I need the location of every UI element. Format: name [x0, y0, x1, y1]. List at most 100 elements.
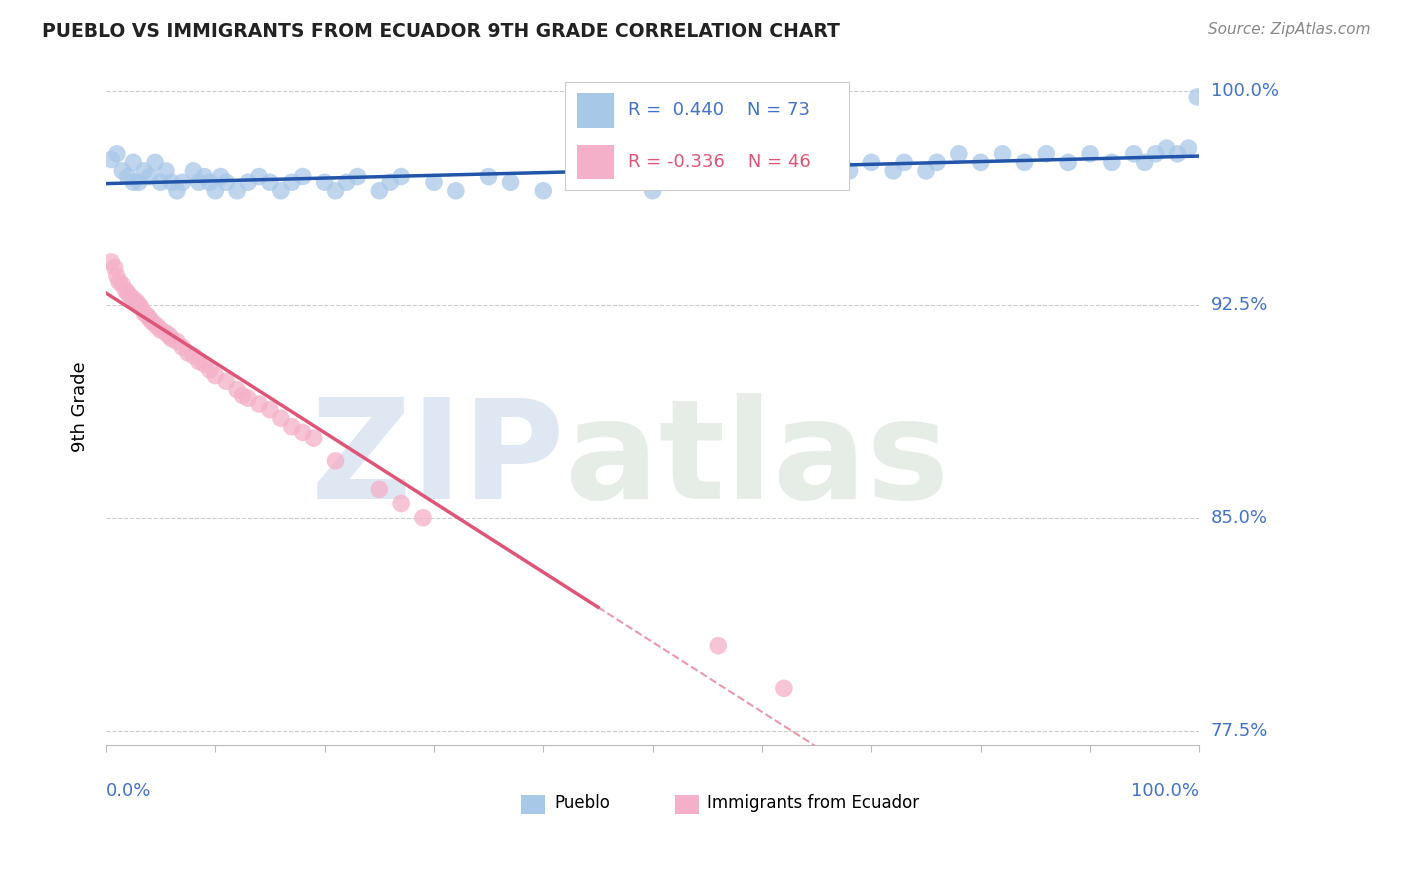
Point	[346, 169, 368, 184]
Point	[204, 184, 226, 198]
Point	[232, 388, 254, 402]
Point	[157, 328, 180, 343]
Point	[187, 175, 209, 189]
Point	[128, 297, 150, 311]
Point	[166, 184, 188, 198]
Point	[160, 175, 183, 189]
Point	[314, 175, 336, 189]
Point	[134, 164, 156, 178]
Text: 92.5%: 92.5%	[1211, 295, 1268, 313]
Point	[1167, 146, 1189, 161]
Point	[1101, 155, 1123, 169]
Point	[773, 681, 796, 696]
Point	[134, 306, 156, 320]
Point	[1144, 146, 1167, 161]
Point	[423, 175, 446, 189]
Point	[1014, 155, 1036, 169]
Point	[794, 169, 817, 184]
Point	[817, 155, 839, 169]
FancyBboxPatch shape	[522, 795, 546, 814]
Point	[193, 357, 215, 371]
Point	[412, 510, 434, 524]
Point	[177, 346, 200, 360]
Point	[122, 155, 145, 169]
Point	[641, 184, 664, 198]
Point	[155, 164, 177, 178]
Point	[209, 169, 232, 184]
Point	[226, 383, 249, 397]
Point	[108, 275, 131, 289]
Point	[893, 155, 915, 169]
Point	[117, 286, 139, 301]
Point	[1122, 146, 1144, 161]
Point	[247, 169, 270, 184]
Point	[773, 164, 796, 178]
Point	[302, 431, 325, 445]
Point	[675, 175, 697, 189]
Point	[915, 164, 938, 178]
Point	[259, 175, 281, 189]
Point	[172, 340, 194, 354]
Point	[860, 155, 883, 169]
Point	[991, 146, 1014, 161]
Point	[291, 169, 314, 184]
Point	[389, 496, 412, 510]
Point	[111, 164, 134, 178]
Point	[1187, 90, 1209, 104]
Text: 100.0%: 100.0%	[1132, 782, 1199, 800]
Point	[1035, 146, 1057, 161]
Point	[118, 289, 141, 303]
Point	[718, 169, 741, 184]
Point	[122, 292, 145, 306]
Point	[193, 169, 215, 184]
Point	[138, 169, 160, 184]
Point	[166, 334, 188, 349]
Point	[129, 301, 152, 315]
Point	[259, 402, 281, 417]
Point	[925, 155, 948, 169]
Point	[143, 318, 166, 332]
Point	[620, 175, 643, 189]
Point	[122, 175, 145, 189]
Point	[1156, 141, 1178, 155]
Point	[100, 255, 122, 269]
Point	[838, 164, 860, 178]
Y-axis label: 9th Grade: 9th Grade	[72, 361, 89, 452]
Point	[531, 184, 554, 198]
Point	[198, 175, 221, 189]
Point	[148, 320, 170, 334]
Point	[183, 349, 205, 363]
Point	[226, 184, 249, 198]
Point	[100, 153, 122, 167]
Point	[270, 184, 292, 198]
Point	[160, 332, 183, 346]
Point	[970, 155, 993, 169]
Point	[281, 419, 304, 434]
Point	[948, 146, 970, 161]
Point	[198, 363, 221, 377]
Point	[236, 175, 259, 189]
Text: 100.0%: 100.0%	[1211, 82, 1278, 100]
Point	[141, 314, 163, 328]
Point	[136, 309, 159, 323]
Point	[187, 354, 209, 368]
Point	[882, 164, 904, 178]
Point	[183, 164, 205, 178]
FancyBboxPatch shape	[675, 795, 699, 814]
Point	[291, 425, 314, 440]
Point	[707, 639, 730, 653]
Point	[128, 175, 150, 189]
Point	[149, 175, 172, 189]
Point	[155, 326, 177, 340]
Point	[236, 392, 259, 406]
Point	[586, 169, 609, 184]
Point	[270, 411, 292, 425]
Point	[696, 164, 718, 178]
Point	[478, 169, 501, 184]
Text: atlas: atlas	[565, 393, 949, 528]
Point	[1177, 141, 1199, 155]
Point	[105, 146, 128, 161]
Text: 77.5%: 77.5%	[1211, 722, 1268, 740]
Point	[125, 294, 148, 309]
Point	[114, 283, 136, 297]
